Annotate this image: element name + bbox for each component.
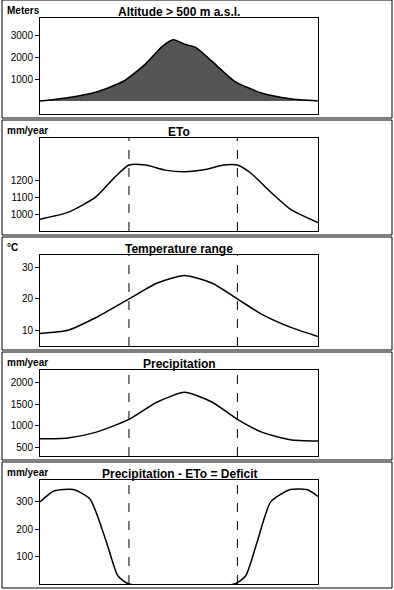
svg-text:1000: 1000 bbox=[11, 209, 34, 220]
svg-text:2000: 2000 bbox=[11, 52, 34, 63]
svg-text:Precipitation: Precipitation bbox=[143, 357, 216, 371]
svg-text:1200: 1200 bbox=[11, 175, 34, 186]
svg-text:3000: 3000 bbox=[11, 30, 34, 41]
svg-text:Meters: Meters bbox=[7, 5, 40, 16]
svg-text:2000: 2000 bbox=[11, 377, 34, 388]
svg-text:10: 10 bbox=[22, 325, 34, 336]
svg-text:ETo: ETo bbox=[168, 125, 190, 139]
svg-text:Temperature range: Temperature range bbox=[125, 242, 233, 256]
svg-text:Altitude > 500 m a.s.l.: Altitude > 500 m a.s.l. bbox=[118, 5, 240, 19]
svg-text:1000: 1000 bbox=[11, 420, 34, 431]
svg-text:200: 200 bbox=[16, 524, 33, 535]
svg-text:20: 20 bbox=[22, 293, 34, 304]
svg-text:mm/year: mm/year bbox=[7, 467, 48, 478]
svg-text:°C: °C bbox=[7, 242, 18, 253]
svg-text:500: 500 bbox=[16, 442, 33, 453]
svg-text:mm/year: mm/year bbox=[7, 357, 48, 368]
svg-text:Precipitation - ETo = Deficit: Precipitation - ETo = Deficit bbox=[102, 467, 257, 481]
svg-text:100: 100 bbox=[16, 551, 33, 562]
svg-text:1500: 1500 bbox=[11, 399, 34, 410]
svg-text:300: 300 bbox=[16, 496, 33, 507]
svg-text:mm/year: mm/year bbox=[7, 125, 48, 136]
svg-text:1000: 1000 bbox=[11, 74, 34, 85]
svg-text:1100: 1100 bbox=[11, 192, 33, 203]
svg-text:30: 30 bbox=[22, 262, 34, 273]
